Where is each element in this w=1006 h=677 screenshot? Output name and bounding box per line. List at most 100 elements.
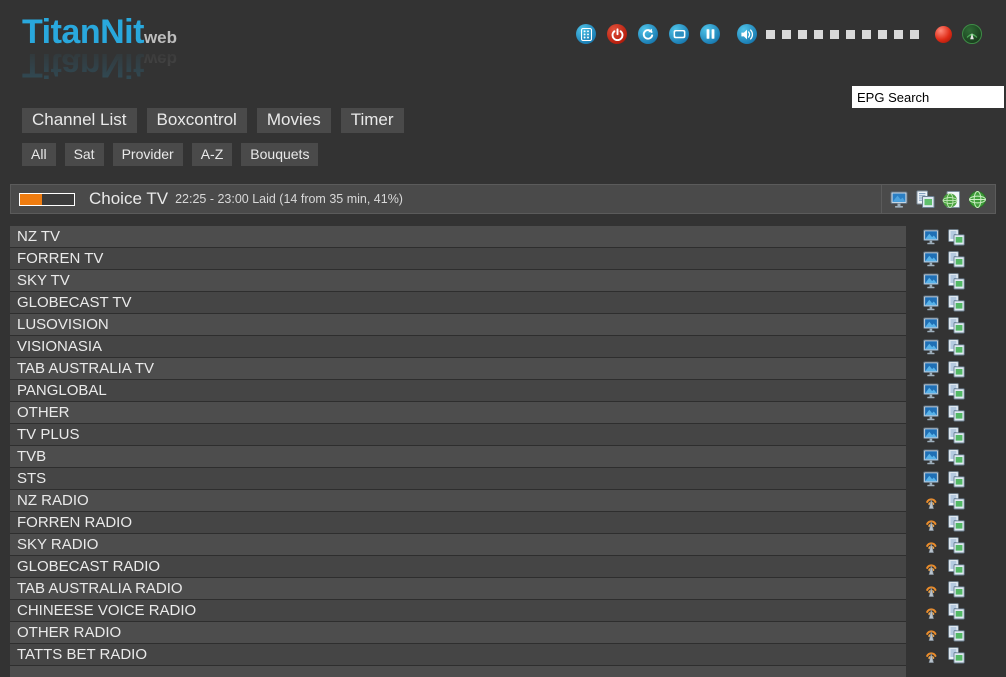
volume-block[interactable] <box>830 29 839 39</box>
monitor-icon[interactable] <box>923 251 940 268</box>
channel-row[interactable]: LUSOVISION <box>10 314 996 336</box>
channel-row[interactable]: TVB <box>10 446 996 468</box>
channel-row-label[interactable]: TATTS BET RADIO <box>10 644 906 666</box>
pause-icon[interactable] <box>700 24 720 44</box>
channel-row[interactable]: OTHER <box>10 402 996 424</box>
record-dot-icon[interactable] <box>935 25 952 43</box>
bouquet-list-icon[interactable] <box>948 580 965 598</box>
channel-row-label[interactable]: SKY RADIO <box>10 534 906 556</box>
bouquet-list-icon[interactable] <box>948 646 965 664</box>
monitor-icon[interactable] <box>923 471 940 488</box>
channel-row-label[interactable]: TAB AUSTRALIA RADIO <box>10 578 906 600</box>
channel-row-label[interactable]: TV PLUS <box>10 424 906 446</box>
speaker-icon[interactable] <box>737 24 757 44</box>
volume-block[interactable] <box>878 29 887 39</box>
bouquet-list-icon[interactable] <box>948 514 965 532</box>
bouquet-list-icon[interactable] <box>948 492 965 510</box>
antenna-icon[interactable] <box>923 537 940 554</box>
channel-row-label[interactable]: STS <box>10 468 906 490</box>
bouquet-list-icon[interactable] <box>948 316 965 334</box>
channel-row[interactable]: SKY TV <box>10 270 996 292</box>
monitor-icon[interactable] <box>923 229 940 246</box>
bouquet-list-icon[interactable] <box>948 448 965 466</box>
filter-all[interactable]: All <box>22 143 56 166</box>
bouquet-list-icon[interactable] <box>948 536 965 554</box>
monitor-icon[interactable] <box>923 405 940 422</box>
channel-row[interactable]: CHINEESE VOICE RADIO <box>10 600 996 622</box>
bouquet-list-icon[interactable] <box>948 338 965 356</box>
channel-row[interactable] <box>10 666 996 677</box>
now-playing-info[interactable]: Choice TV 22:25 - 23:00 Laid (14 from 35… <box>10 184 882 214</box>
channel-row-label[interactable]: OTHER RADIO <box>10 622 906 644</box>
monitor-stream-icon[interactable] <box>890 190 909 209</box>
channel-row-label[interactable]: NZ TV <box>10 226 906 248</box>
bouquet-list-icon[interactable] <box>948 426 965 444</box>
globe-icon[interactable] <box>968 190 987 209</box>
signal-antenna-icon[interactable] <box>962 24 982 44</box>
channel-row[interactable]: STS <box>10 468 996 490</box>
channel-row[interactable]: TAB AUSTRALIA RADIO <box>10 578 996 600</box>
volume-block[interactable] <box>766 29 775 39</box>
channel-row[interactable]: SKY RADIO <box>10 534 996 556</box>
volume-block[interactable] <box>910 29 919 39</box>
filter-sat[interactable]: Sat <box>64 143 104 166</box>
channel-row-label[interactable]: NZ RADIO <box>10 490 906 512</box>
bouquet-list-icon[interactable] <box>948 360 965 378</box>
channel-row-label[interactable]: TAB AUSTRALIA TV <box>10 358 906 380</box>
monitor-icon[interactable] <box>923 427 940 444</box>
channel-row[interactable]: OTHER RADIO <box>10 622 996 644</box>
tab-movies[interactable]: Movies <box>256 108 331 133</box>
channel-row-label[interactable]: LUSOVISION <box>10 314 906 336</box>
channel-row-label[interactable]: GLOBECAST RADIO <box>10 556 906 578</box>
bouquet-list-icon[interactable] <box>948 228 965 246</box>
bouquet-list-icon[interactable] <box>948 470 965 488</box>
refresh-icon[interactable] <box>638 24 658 44</box>
volume-block[interactable] <box>894 29 903 39</box>
copy-pages-icon[interactable] <box>916 190 935 209</box>
channel-row[interactable]: FORREN RADIO <box>10 512 996 534</box>
antenna-icon[interactable] <box>923 493 940 510</box>
antenna-icon[interactable] <box>923 603 940 620</box>
tab-boxcontrol[interactable]: Boxcontrol <box>146 108 247 133</box>
antenna-icon[interactable] <box>923 581 940 598</box>
volume-level-indicator[interactable] <box>766 29 926 39</box>
bouquet-list-icon[interactable] <box>948 382 965 400</box>
bouquet-list-icon[interactable] <box>948 294 965 312</box>
bouquet-list-icon[interactable] <box>948 250 965 268</box>
antenna-icon[interactable] <box>923 647 940 664</box>
channel-row-label[interactable]: FORREN RADIO <box>10 512 906 534</box>
power-icon[interactable] <box>607 24 627 44</box>
filter-a-z[interactable]: A-Z <box>191 143 233 166</box>
channel-row[interactable]: PANGLOBAL <box>10 380 996 402</box>
bouquet-list-icon[interactable] <box>948 558 965 576</box>
channel-row[interactable]: NZ TV <box>10 226 996 248</box>
tab-channel-list[interactable]: Channel List <box>22 108 137 133</box>
volume-block[interactable] <box>814 29 823 39</box>
channel-row-label[interactable]: FORREN TV <box>10 248 906 270</box>
channel-row-label[interactable]: GLOBECAST TV <box>10 292 906 314</box>
channel-row[interactable]: VISIONASIA <box>10 336 996 358</box>
monitor-icon[interactable] <box>923 317 940 334</box>
bouquet-list-icon[interactable] <box>948 404 965 422</box>
channel-row-label[interactable]: SKY TV <box>10 270 906 292</box>
volume-block[interactable] <box>782 29 791 39</box>
antenna-icon[interactable] <box>923 625 940 642</box>
channel-row-label[interactable]: TVB <box>10 446 906 468</box>
monitor-icon[interactable] <box>923 273 940 290</box>
monitor-icon[interactable] <box>923 449 940 466</box>
monitor-icon[interactable] <box>923 361 940 378</box>
bouquet-list-icon[interactable] <box>948 272 965 290</box>
antenna-icon[interactable] <box>923 559 940 576</box>
antenna-icon[interactable] <box>923 515 940 532</box>
tab-timer[interactable]: Timer <box>340 108 404 133</box>
monitor-icon[interactable] <box>923 383 940 400</box>
channel-row[interactable]: GLOBECAST TV <box>10 292 996 314</box>
channel-row-label[interactable]: PANGLOBAL <box>10 380 906 402</box>
channel-row[interactable]: FORREN TV <box>10 248 996 270</box>
channel-row-label[interactable]: VISIONASIA <box>10 336 906 358</box>
screen-icon[interactable] <box>669 24 689 44</box>
volume-block[interactable] <box>846 29 855 39</box>
channel-row[interactable]: TAB AUSTRALIA TV <box>10 358 996 380</box>
epg-search-input[interactable] <box>852 86 1004 108</box>
channel-row-label[interactable] <box>10 666 906 677</box>
